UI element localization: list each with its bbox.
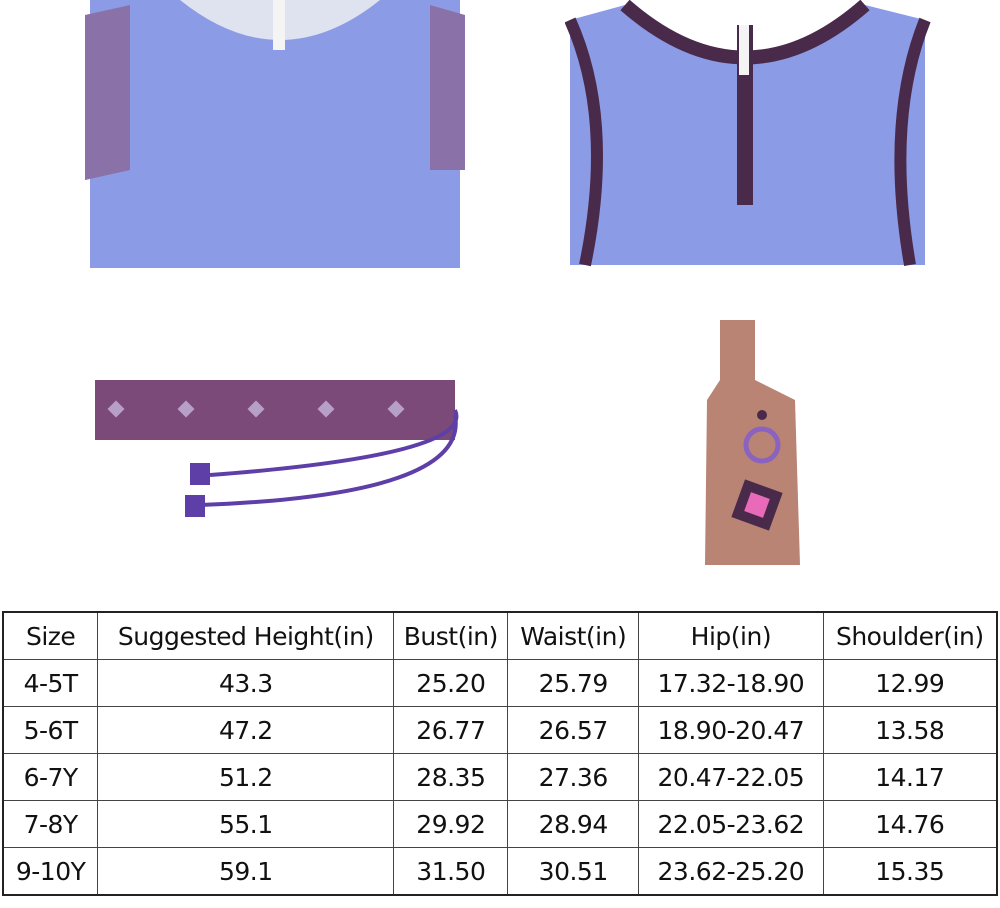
- cell-waist: 28.94: [507, 800, 640, 848]
- cell-hip: 20.47-22.05: [638, 753, 824, 801]
- table-row: 4-5T 43.3 25.20 25.79 17.32-18.90 12.99: [2, 659, 998, 707]
- cell-shoulder: 14.76: [822, 800, 998, 848]
- tassel-belt-image: [95, 380, 459, 517]
- cell-hip: 18.90-20.47: [638, 706, 824, 754]
- cell-hip: 17.32-18.90: [638, 659, 824, 707]
- cell-bust: 29.92: [393, 800, 509, 848]
- cell-height: 59.1: [97, 847, 395, 896]
- cell-hip: 23.62-25.20: [638, 847, 824, 896]
- cell-waist: 27.36: [507, 753, 640, 801]
- table-row: 9-10Y 59.1 31.50 30.51 23.62-25.20 15.35: [2, 847, 998, 896]
- cell-shoulder: 13.58: [822, 706, 998, 754]
- cell-hip: 22.05-23.62: [638, 800, 824, 848]
- short-sleeve-top-image: [85, 0, 465, 268]
- cell-height: 43.3: [97, 659, 395, 707]
- cell-size: 5-6T: [2, 706, 99, 754]
- header-hip: Hip(in): [638, 611, 824, 660]
- drawstring-pouch-image: [705, 320, 800, 565]
- cell-shoulder: 14.17: [822, 753, 998, 801]
- header-bust: Bust(in): [393, 611, 509, 660]
- cell-bust: 26.77: [393, 706, 509, 754]
- cell-shoulder: 15.35: [822, 847, 998, 896]
- cell-bust: 28.35: [393, 753, 509, 801]
- header-height: Suggested Height(in): [97, 611, 395, 660]
- table-row: 6-7Y 51.2 28.35 27.36 20.47-22.05 14.17: [2, 753, 998, 801]
- table-row: 7-8Y 55.1 29.92 28.94 22.05-23.62 14.76: [2, 800, 998, 848]
- cell-shoulder: 12.99: [822, 659, 998, 707]
- cell-waist: 26.57: [507, 706, 640, 754]
- table-row: 5-6T 47.2 26.77 26.57 18.90-20.47 13.58: [2, 706, 998, 754]
- cell-height: 47.2: [97, 706, 395, 754]
- cell-size: 7-8Y: [2, 800, 99, 848]
- table-header-row: Size Suggested Height(in) Bust(in) Waist…: [2, 611, 998, 660]
- header-waist: Waist(in): [507, 611, 640, 660]
- cell-waist: 25.79: [507, 659, 640, 707]
- cell-waist: 30.51: [507, 847, 640, 896]
- size-chart-table: Size Suggested Height(in) Bust(in) Waist…: [2, 611, 998, 896]
- cell-size: 9-10Y: [2, 847, 99, 896]
- cell-height: 51.2: [97, 753, 395, 801]
- cell-bust: 25.20: [393, 659, 509, 707]
- sleeveless-vest-image: [565, 0, 931, 267]
- header-shoulder: Shoulder(in): [822, 611, 998, 660]
- cell-bust: 31.50: [393, 847, 509, 896]
- header-size: Size: [2, 611, 99, 660]
- cell-size: 6-7Y: [2, 753, 99, 801]
- cell-size: 4-5T: [2, 659, 99, 707]
- cell-height: 55.1: [97, 800, 395, 848]
